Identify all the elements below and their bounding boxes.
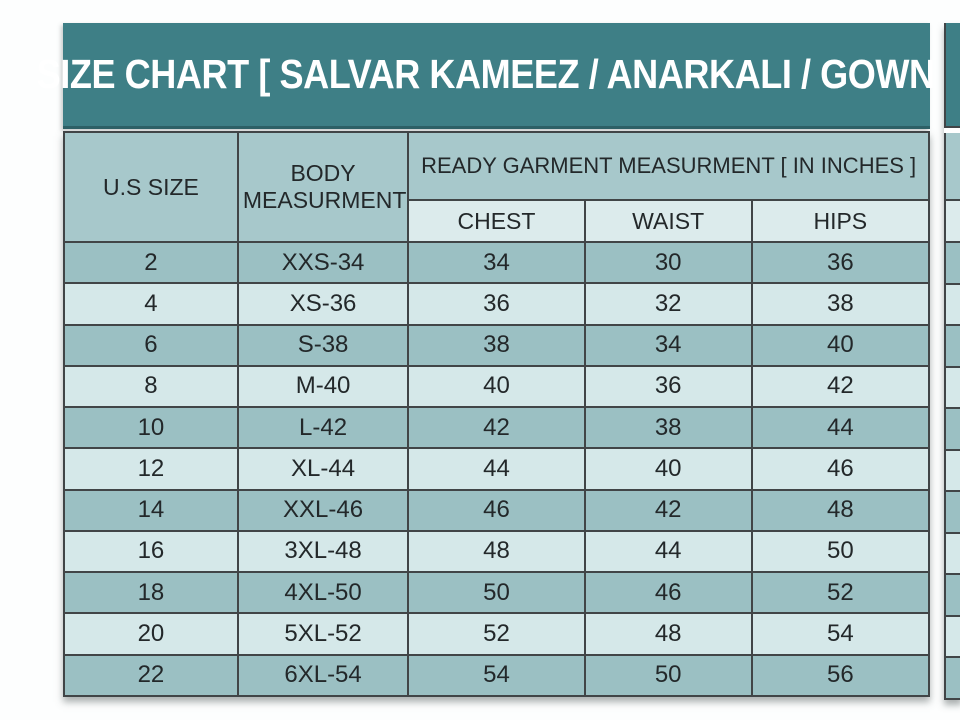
edge-strip-band bbox=[946, 243, 960, 285]
table-cell: 34 bbox=[583, 323, 753, 367]
table-cell: 32 bbox=[583, 282, 753, 326]
table-cell: 14 bbox=[63, 488, 239, 532]
table-cell: 46 bbox=[750, 447, 931, 491]
edge-strip-band bbox=[946, 658, 960, 700]
table-cell: S-38 bbox=[236, 323, 410, 367]
edge-strip-band bbox=[946, 575, 960, 617]
edge-strip-band bbox=[946, 533, 960, 575]
table-cell: 46 bbox=[583, 571, 753, 615]
size-table-container: U.S SIZE BODY MEASURMENT READY GARMENT M… bbox=[63, 131, 931, 698]
table-cell: XXS-34 bbox=[236, 240, 410, 285]
table-cell: XL-44 bbox=[236, 447, 410, 491]
table-cell: XS-36 bbox=[236, 282, 410, 326]
table-cell: 3XL-48 bbox=[236, 529, 410, 574]
table-cell: L-42 bbox=[236, 406, 410, 450]
table-cell: 16 bbox=[63, 529, 239, 574]
table-cell: 52 bbox=[407, 612, 586, 656]
table-cell: 36 bbox=[750, 240, 931, 285]
table-cell: M-40 bbox=[236, 364, 410, 409]
column-header-us-size: U.S SIZE bbox=[63, 131, 239, 243]
title-bar: SIZE CHART [ SALVAR KAMEEZ / ANARKALI / … bbox=[37, 23, 957, 129]
table-cell: 38 bbox=[407, 323, 586, 367]
table-cell: 4 bbox=[63, 282, 239, 326]
size-table: U.S SIZE BODY MEASURMENT READY GARMENT M… bbox=[63, 131, 931, 698]
column-header-body-measurement: BODY MEASURMENT bbox=[236, 131, 410, 243]
table-cell: 6XL-54 bbox=[236, 653, 410, 698]
table-row: 14 XXL-46 46 42 48 bbox=[63, 488, 931, 532]
edge-strip-band bbox=[946, 409, 960, 451]
table-row: 2 XXS-34 34 30 36 bbox=[63, 240, 931, 285]
table-cell: 30 bbox=[583, 240, 753, 285]
table-cell: 48 bbox=[583, 612, 753, 656]
table-row: 8 M-40 40 36 42 bbox=[63, 364, 931, 409]
table-cell: 6 bbox=[63, 323, 239, 367]
table-cell: 8 bbox=[63, 364, 239, 409]
table-cell: 54 bbox=[407, 653, 586, 698]
table-cell: 50 bbox=[407, 571, 586, 615]
edge-strip-band bbox=[946, 23, 960, 128]
table-cell: XXL-46 bbox=[236, 488, 410, 532]
header-row-main: U.S SIZE BODY MEASURMENT READY GARMENT M… bbox=[63, 131, 930, 243]
header-row-sub: CHEST WAIST HIPS bbox=[64, 199, 931, 243]
table-cell: 22 bbox=[63, 653, 239, 698]
table-cell: 44 bbox=[750, 406, 931, 450]
page-title: SIZE CHART [ SALVAR KAMEEZ / ANARKALI / … bbox=[36, 51, 957, 97]
table-cell: 34 bbox=[407, 240, 586, 285]
table-row: 16 3XL-48 48 44 50 bbox=[63, 529, 931, 574]
table-cell: 52 bbox=[750, 571, 931, 615]
table-cell: 18 bbox=[63, 571, 239, 615]
table-cell: 4XL-50 bbox=[236, 571, 410, 615]
table-cell: 42 bbox=[407, 406, 586, 450]
table-cell: 12 bbox=[63, 447, 239, 491]
table-cell: 36 bbox=[583, 364, 753, 409]
table-row: 6 S-38 38 34 40 bbox=[63, 323, 931, 367]
table-cell: 42 bbox=[583, 488, 753, 532]
table-row: 18 4XL-50 50 46 52 bbox=[63, 571, 931, 615]
edge-strip-band bbox=[946, 284, 960, 326]
table-body: 2 XXS-34 34 30 36 4 XS-36 36 32 38 6 S-38 38 34 40 8 M-4… bbox=[63, 240, 931, 698]
table-cell: 42 bbox=[750, 364, 931, 409]
table-cell: 44 bbox=[583, 529, 753, 574]
table-cell: 10 bbox=[63, 406, 239, 450]
table-cell: 5XL-52 bbox=[236, 612, 410, 656]
table-cell: 2 bbox=[63, 240, 239, 285]
edge-strip-band bbox=[946, 201, 960, 243]
table-row: 10 L-42 42 38 44 bbox=[63, 406, 931, 450]
column-header-waist: WAIST bbox=[583, 199, 753, 243]
edge-strip-band bbox=[946, 616, 960, 658]
table-cell: 38 bbox=[750, 282, 931, 326]
table-cell: 50 bbox=[583, 653, 753, 698]
right-edge-strip bbox=[944, 23, 960, 700]
table-row: 12 XL-44 44 40 46 bbox=[63, 447, 931, 491]
column-header-ready-garment: READY GARMENT MEASURMENT [ IN INCHES ] bbox=[407, 131, 930, 201]
table-cell: 20 bbox=[63, 612, 239, 656]
table-cell: 36 bbox=[407, 282, 586, 326]
table-cell: 54 bbox=[750, 612, 931, 656]
edge-strip-band bbox=[946, 326, 960, 368]
table-row: 4 XS-36 36 32 38 bbox=[63, 282, 931, 326]
table-cell: 40 bbox=[407, 364, 586, 409]
table-row: 22 6XL-54 54 50 56 bbox=[63, 653, 931, 698]
edge-strip-band bbox=[944, 128, 960, 133]
column-header-hips: HIPS bbox=[750, 199, 931, 243]
edge-strip-band bbox=[946, 367, 960, 409]
column-header-chest: CHEST bbox=[407, 199, 586, 243]
table-cell: 50 bbox=[750, 529, 931, 574]
table-cell: 40 bbox=[750, 323, 931, 367]
edge-strip-band bbox=[946, 492, 960, 534]
table-cell: 38 bbox=[583, 406, 753, 450]
table-cell: 56 bbox=[750, 653, 931, 698]
table-cell: 40 bbox=[583, 447, 753, 491]
table-cell: 48 bbox=[407, 529, 586, 574]
edge-strip-band bbox=[946, 450, 960, 492]
edge-strip-band bbox=[946, 133, 960, 201]
table-cell: 48 bbox=[750, 488, 931, 532]
table-row: 20 5XL-52 52 48 54 bbox=[63, 612, 931, 656]
table-cell: 46 bbox=[407, 488, 586, 532]
table-cell: 44 bbox=[407, 447, 586, 491]
